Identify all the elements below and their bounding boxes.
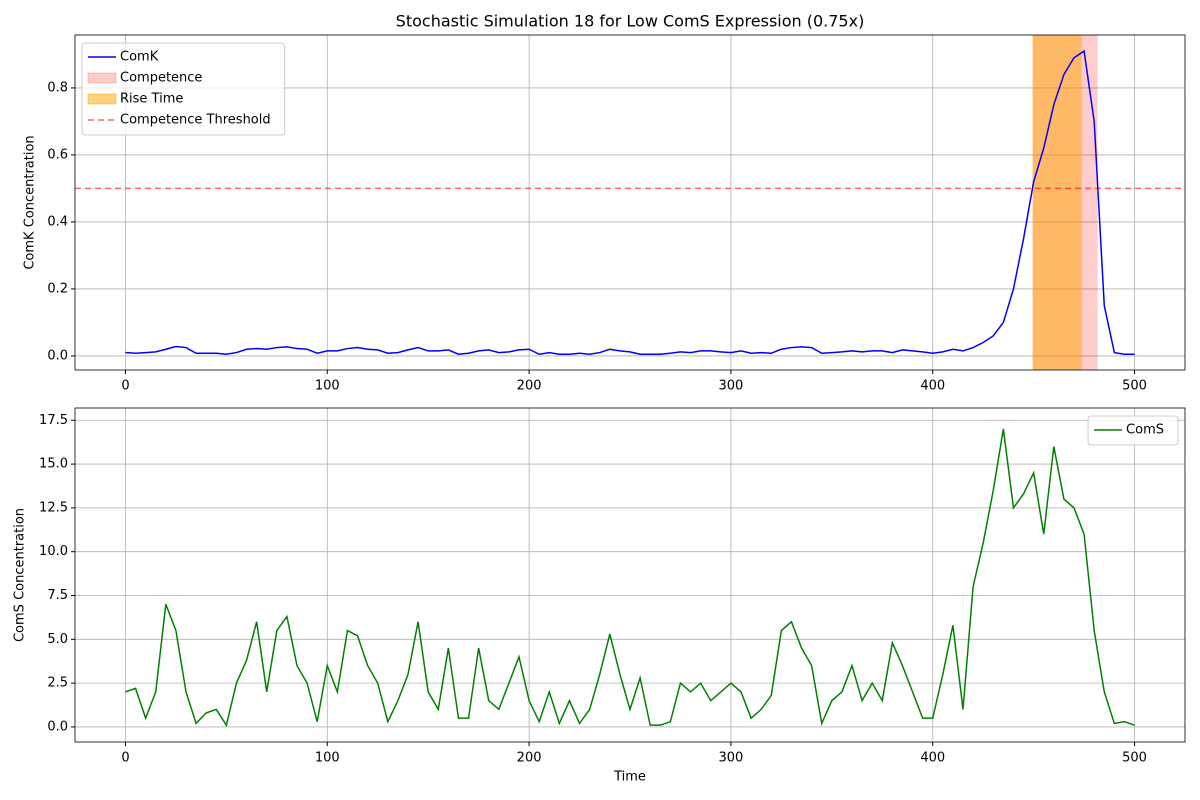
y-tick-label: 5.0 bbox=[47, 632, 68, 647]
y-tick-label: 7.5 bbox=[47, 588, 68, 603]
x-tick-label: 500 bbox=[1122, 751, 1147, 766]
legend-label: Rise Time bbox=[120, 92, 183, 107]
y-tick-label: 0.6 bbox=[47, 147, 68, 162]
x-tick-label: 400 bbox=[920, 379, 945, 394]
x-tick-label: 200 bbox=[517, 379, 542, 394]
x-tick-label: 300 bbox=[718, 379, 743, 394]
legend-label: Competence bbox=[120, 71, 202, 86]
legend-label: ComK bbox=[120, 50, 159, 65]
y-tick-label: 0.4 bbox=[47, 214, 68, 229]
y-axis-label: ComK Concentration bbox=[23, 135, 38, 269]
y-tick-label: 0.0 bbox=[47, 719, 68, 734]
legend-box bbox=[1087, 415, 1179, 446]
series-line bbox=[125, 428, 1135, 728]
x-tick-label: 100 bbox=[315, 751, 340, 766]
y-tick-label: 0.2 bbox=[47, 281, 68, 296]
y-axis-label: ComS Concentration bbox=[13, 508, 28, 642]
y-tick-label: 12.5 bbox=[39, 500, 68, 515]
y-tick-label: 15.0 bbox=[39, 457, 68, 472]
y-tick-label: 0.8 bbox=[47, 80, 68, 95]
chart-title: Stochastic Simulation 18 for Low ComS Ex… bbox=[396, 12, 865, 31]
legend: ComK Competence Rise Time Competence Thresh… bbox=[81, 42, 286, 136]
y-tick-label: 10.0 bbox=[39, 544, 68, 559]
plot: 0 100 200 300 400 500 0.0 2.5 5.0 7.5 10.0 12.5 15.0… bbox=[39, 407, 1186, 766]
x-tick-label: 300 bbox=[718, 751, 743, 766]
legend-label: Competence Threshold bbox=[120, 113, 271, 128]
legend-label: ComS bbox=[1126, 423, 1164, 438]
series-line bbox=[125, 49, 1135, 356]
y-tick-label: 2.5 bbox=[47, 676, 68, 691]
x-tick-label: 500 bbox=[1122, 379, 1147, 394]
y-tick-label: 17.5 bbox=[39, 413, 68, 428]
x-tick-label: 0 bbox=[121, 751, 129, 766]
x-tick-label: 400 bbox=[920, 751, 945, 766]
x-tick-label: 100 bbox=[315, 379, 340, 394]
legend-swatch bbox=[87, 93, 117, 105]
y-tick-label: 0.0 bbox=[47, 348, 68, 363]
x-tick-label: 0 bbox=[121, 379, 129, 394]
axes-frame bbox=[74, 34, 1186, 371]
legend-box bbox=[81, 42, 286, 136]
plot: 0 100 200 300 400 500 0.0 0.2 0.4 0.6 0.8 bbox=[47, 34, 1186, 394]
x-tick-label: 200 bbox=[517, 751, 542, 766]
span bbox=[1032, 35, 1082, 370]
x-axis-label: Time bbox=[613, 770, 646, 785]
legend: ComS bbox=[1087, 415, 1179, 446]
axes-frame bbox=[74, 407, 1186, 743]
legend-swatch bbox=[87, 72, 117, 84]
